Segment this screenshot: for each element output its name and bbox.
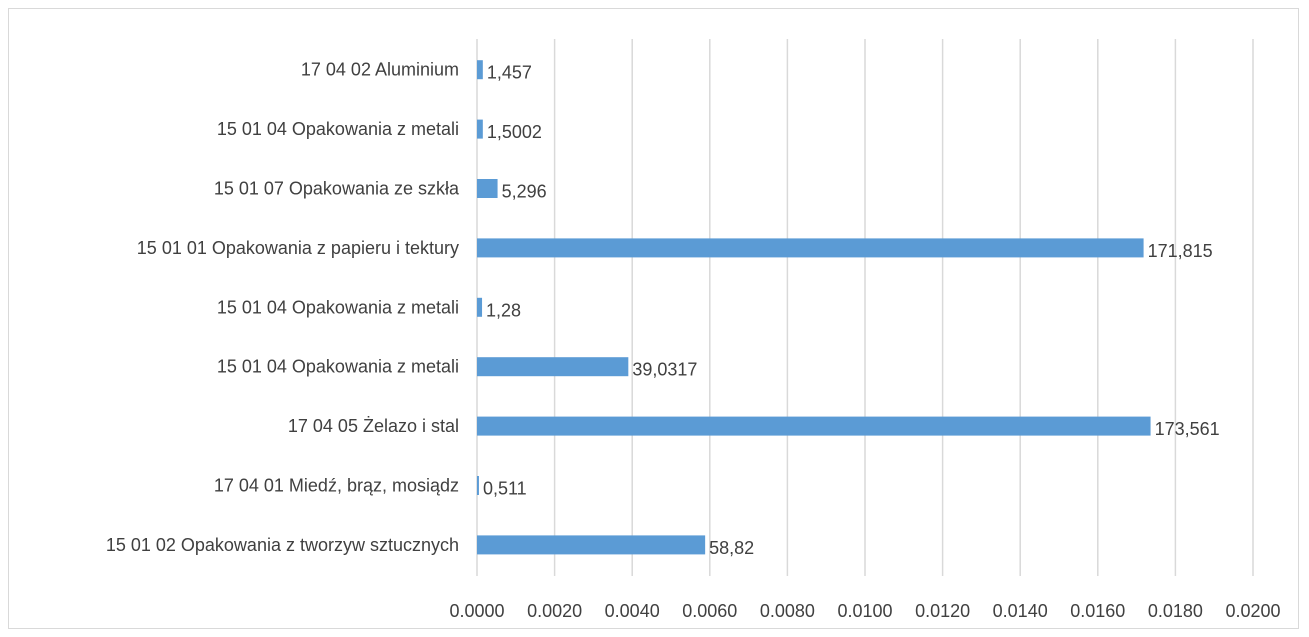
data-labels: 1,457 1,5002 5,296 171,815 1,28 39,0317 173,56… — [483, 63, 1220, 558]
chart-area: 17 04 02 Aluminium 15 01 04 Opakowania z … — [8, 8, 1299, 629]
data-label: 5,296 — [502, 182, 547, 202]
category-label: 17 04 01 Miedź, brąz, mosiądz — [214, 476, 459, 496]
category-label: 17 04 05 Żelazo i stal — [288, 416, 459, 436]
x-tick-label: 0.0100 — [837, 601, 892, 621]
x-tick-label: 0.0180 — [1148, 601, 1203, 621]
data-label: 1,5002 — [487, 122, 542, 142]
x-tick-label: 0.0040 — [605, 601, 660, 621]
x-tick-label: 0.0200 — [1225, 601, 1280, 621]
bar — [477, 297, 483, 317]
bar — [477, 60, 483, 80]
bar — [477, 119, 483, 139]
data-label: 173,561 — [1155, 419, 1220, 439]
x-tick-label: 0.0140 — [993, 601, 1048, 621]
bars — [477, 60, 1151, 555]
x-tick-label: 0.0160 — [1070, 601, 1125, 621]
category-labels: 17 04 02 Aluminium 15 01 04 Opakowania z … — [106, 60, 460, 555]
data-label: 58,82 — [709, 538, 754, 558]
gridlines — [476, 39, 1254, 576]
x-tick-label: 0.0080 — [760, 601, 815, 621]
x-tick-label: 0.0020 — [527, 601, 582, 621]
data-label: 171,815 — [1148, 241, 1213, 261]
category-label: 15 01 04 Opakowania z metali — [217, 297, 459, 317]
data-label: 1,28 — [486, 300, 521, 320]
category-label: 15 01 04 Opakowania z metali — [217, 119, 459, 139]
category-label: 17 04 02 Aluminium — [301, 60, 459, 80]
bar — [477, 179, 498, 198]
category-label: 15 01 02 Opakowania z tworzyw sztucznych — [106, 535, 459, 555]
bar — [477, 416, 1151, 436]
x-axis-tick-labels: 0.0000 0.0020 0.0040 0.0060 0.0080 0.0100 0.01… — [449, 601, 1280, 621]
bar — [477, 357, 629, 377]
x-tick-label: 0.0000 — [449, 601, 504, 621]
bar-chart: 17 04 02 Aluminium 15 01 04 Opakowania z … — [106, 39, 1281, 621]
data-label: 1,457 — [487, 63, 532, 83]
bar — [477, 476, 479, 495]
x-tick-label: 0.0120 — [915, 601, 970, 621]
bar — [477, 238, 1144, 258]
data-label: 0,511 — [483, 479, 527, 499]
category-label: 15 01 01 Opakowania z papieru i tektury — [137, 238, 459, 258]
bar — [477, 535, 706, 555]
category-label: 15 01 04 Opakowania z metali — [217, 357, 459, 377]
category-label: 15 01 07 Opakowania ze szkła — [214, 179, 460, 199]
x-tick-label: 0.0060 — [682, 601, 737, 621]
data-label: 39,0317 — [632, 360, 697, 380]
